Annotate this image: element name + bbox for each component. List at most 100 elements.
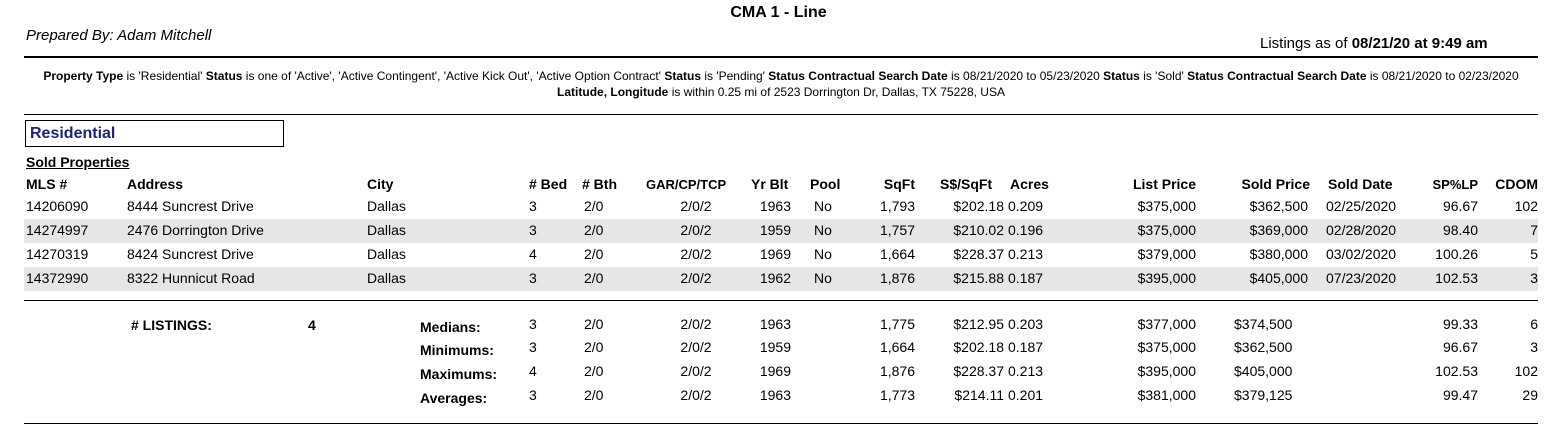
summary-acres: 0.187	[1008, 339, 1044, 355]
criteria-label: Status	[1103, 69, 1140, 83]
cell-bth: 2/0	[584, 270, 604, 286]
cell-pool: No	[814, 270, 832, 286]
cell-city: Dallas	[367, 198, 406, 214]
section-subtitle: Sold Properties	[26, 154, 130, 170]
cell-city: Dallas	[367, 270, 406, 286]
summary-row: Medians: 3 2/0 2/0/2 1963 1,775 $212.95 0.203 $3…	[24, 315, 1538, 337]
cell-acres: 0.187	[1008, 270, 1044, 286]
cell-bth: 2/0	[584, 222, 604, 238]
summary-row: Averages: 3 2/0 2/0/2 1963 1,773 $214.11 0.201 $…	[24, 386, 1538, 408]
summary-cdom: 29	[1522, 387, 1538, 403]
cell-gar: 2/0/2	[680, 222, 712, 238]
summary-splp: 99.33	[1442, 316, 1478, 332]
criteria-value: is 08/21/2020 to 02/23/2020	[1366, 69, 1519, 83]
summary-label: Minimums:	[420, 342, 494, 358]
listings-count-label: # LISTINGS:	[131, 317, 212, 333]
col-header-mls: MLS #	[26, 176, 68, 192]
summary-yrblt: 1959	[759, 339, 791, 355]
criteria-value: is one of 'Active', 'Active Contingent',…	[242, 69, 665, 83]
header-rule	[24, 56, 1538, 58]
summary-list-price: $381,000	[1137, 387, 1196, 403]
table-row: 14372990 8322 Hunnicut Road Dallas 3 2/0 2/0/…	[24, 267, 1538, 291]
section-title: Residential	[30, 125, 116, 142]
cell-list-price: $375,000	[1137, 198, 1196, 214]
listings-date: 08/21/20 at 9:49 am	[1351, 35, 1488, 52]
cell-sold-date: 02/25/2020	[1326, 198, 1397, 214]
cell-cdom: 3	[1530, 270, 1538, 286]
summary-bth: 2/0	[584, 316, 604, 332]
cell-sqft: 1,757	[879, 222, 915, 238]
summary-bth: 2/0	[584, 387, 604, 403]
criteria-label: Latitude, Longitude	[557, 85, 669, 99]
summary-acres: 0.201	[1008, 387, 1044, 403]
col-header-sold-per-sqft: S$/SqFt	[940, 176, 993, 192]
summary-bed: 3	[529, 339, 537, 355]
summary-splp: 102.53	[1435, 363, 1478, 379]
summary-list-price: $377,000	[1137, 316, 1196, 332]
col-header-garage: GAR/CP/TCP	[646, 177, 727, 192]
summary-acres: 0.203	[1008, 316, 1044, 332]
criteria-rule	[24, 114, 1538, 115]
cell-city: Dallas	[367, 222, 406, 238]
summary-cdom: 102	[1514, 363, 1538, 379]
summary-gar: 2/0/2	[680, 339, 712, 355]
cell-acres: 0.196	[1008, 222, 1044, 238]
cell-acres: 0.209	[1008, 198, 1044, 214]
cell-splp: 100.26	[1435, 246, 1478, 262]
col-header-sold-date: Sold Date	[1328, 176, 1393, 192]
summary-gar: 2/0/2	[680, 316, 712, 332]
col-header-sp-lp: SP%LP	[1432, 177, 1478, 192]
summary-bed: 4	[529, 363, 537, 379]
cell-sold-date: 02/28/2020	[1326, 222, 1397, 238]
cell-list-price: $379,000	[1137, 246, 1196, 262]
summary-yrblt: 1963	[759, 387, 791, 403]
cell-bed: 3	[529, 198, 537, 214]
cell-list-price: $375,000	[1137, 222, 1196, 238]
cell-splp: 102.53	[1435, 270, 1478, 286]
cell-sqft: 1,876	[879, 270, 915, 286]
cell-yrblt: 1969	[759, 246, 791, 262]
cell-sold-price: $362,500	[1249, 198, 1308, 214]
table-row: 14274997 2476 Dorrington Drive Dallas 3 2/0 2…	[24, 219, 1538, 243]
cell-gar: 2/0/2	[680, 246, 712, 262]
summary-sqft: 1,773	[879, 387, 915, 403]
summary-splp: 99.47	[1442, 387, 1478, 403]
section-box	[25, 120, 284, 147]
summary-sold-price: $374,500	[1234, 316, 1293, 332]
table-row: 14270319 8424 Suncrest Drive Dallas 4 2/0 2/0…	[24, 243, 1538, 267]
summary-cdom: 3	[1530, 339, 1538, 355]
cell-cdom: 7	[1530, 222, 1538, 238]
criteria-value: is 'Residential'	[123, 69, 206, 83]
cell-pool: No	[814, 198, 832, 214]
summary-ssqft: $202.18	[953, 339, 1004, 355]
listings-count: 4	[308, 317, 316, 333]
cell-pool: No	[814, 246, 832, 262]
cell-sqft: 1,664	[879, 246, 915, 262]
cell-gar: 2/0/2	[680, 270, 712, 286]
summary-list-price: $395,000	[1137, 363, 1196, 379]
summary-sold-price: $379,125	[1234, 387, 1293, 403]
cell-acres: 0.213	[1008, 246, 1044, 262]
col-header-bed: # Bed	[529, 176, 568, 192]
cell-address: 2476 Dorrington Drive	[127, 222, 264, 238]
summary-ssqft: $214.11	[954, 387, 1004, 403]
cell-address: 8424 Suncrest Drive	[127, 246, 254, 262]
summary-ssqft: $228.37	[953, 363, 1004, 379]
cell-mls: 14274997	[26, 222, 89, 238]
cell-sold-date: 07/23/2020	[1326, 270, 1397, 286]
summary-bed: 3	[529, 316, 537, 332]
footer-rule	[24, 423, 1538, 424]
report-title: CMA 1 - Line	[730, 4, 827, 21]
col-header-year-built: Yr Blt	[751, 176, 789, 192]
summary-label: Maximums:	[420, 366, 498, 382]
cell-sold-price: $405,000	[1249, 270, 1308, 286]
summary-ssqft: $212.95	[953, 316, 1004, 332]
col-header-pool: Pool	[810, 176, 841, 192]
cell-mls: 14270319	[26, 246, 89, 262]
summary-row: Maximums: 4 2/0 2/0/2 1969 1,876 $228.37 0.213 $…	[24, 362, 1538, 384]
criteria-label: Status Contractual Search Date	[768, 69, 948, 83]
cell-cdom: 5	[1530, 246, 1538, 262]
summary-bed: 3	[529, 387, 537, 403]
criteria-value: is 08/21/2020 to 05/23/2020	[947, 69, 1104, 83]
cell-ssqft: $228.37	[953, 246, 1004, 262]
